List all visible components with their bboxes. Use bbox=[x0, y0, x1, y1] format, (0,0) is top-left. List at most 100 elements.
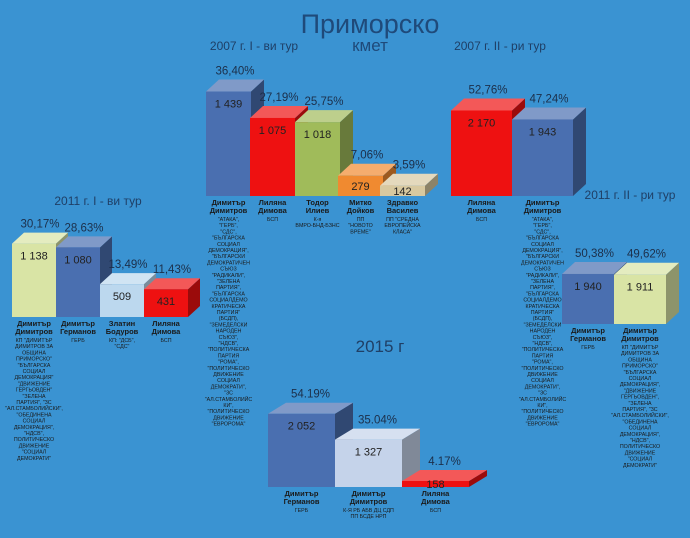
bar-percent-label: 4.17% bbox=[428, 456, 461, 468]
candidate-party: БСП bbox=[267, 217, 278, 223]
bar-percent-label: 13,49% bbox=[108, 259, 147, 271]
candidate-party: ГЕРБ bbox=[295, 508, 309, 514]
candidate-name: Димитър Димитров bbox=[15, 319, 53, 336]
page-title: Приморско bbox=[301, 9, 440, 39]
bar-top bbox=[335, 428, 420, 440]
bar-value-label: 509 bbox=[113, 291, 131, 303]
candidate-name: Димитър Германов bbox=[60, 319, 96, 336]
candidate-name: Лиляна Димова bbox=[258, 198, 287, 215]
bar bbox=[614, 274, 666, 324]
bar-percent-label: 11,43% bbox=[153, 264, 191, 276]
bar-value-label: 1 940 bbox=[574, 281, 602, 293]
bar bbox=[250, 117, 295, 196]
candidate-party: БСП bbox=[160, 338, 171, 344]
candidate-party: ПП "НОВОТО ВРЕМЕ" bbox=[348, 217, 372, 235]
bar bbox=[338, 175, 383, 196]
bar-top bbox=[250, 105, 308, 118]
bar-side bbox=[469, 470, 487, 487]
candidate-party: КП: "ДСБ", "СДС" bbox=[109, 338, 135, 350]
bar-percent-label: 25,75% bbox=[304, 96, 343, 108]
bar-percent-label: 30,17% bbox=[20, 219, 59, 231]
candidate-name: Димитър Германов bbox=[570, 326, 606, 343]
candidate-name: Димитър Димитров bbox=[524, 198, 562, 215]
candidate-name: Димитър Германов bbox=[284, 489, 320, 506]
bar-value-label: 1 018 bbox=[304, 129, 332, 141]
bar-percent-label: 28,63% bbox=[64, 222, 103, 234]
bar bbox=[144, 289, 188, 317]
bar bbox=[206, 91, 251, 196]
bar-percent-label: 27,19% bbox=[259, 92, 298, 104]
bar bbox=[562, 273, 614, 324]
candidate-party: К-Я РБ АБВ ДЦ СДП ПП БСДЕ НРП bbox=[343, 508, 394, 520]
candidate-name: Димитър Димитров bbox=[621, 326, 659, 343]
candidate-party: КП "ДИМИТЪР ДИМИТРОВ ЗА ОБЩИНА ПРИМОРСКО" "Б… bbox=[5, 338, 63, 462]
bar bbox=[335, 439, 402, 487]
bar-value-label: 279 bbox=[351, 181, 369, 193]
bar bbox=[295, 122, 340, 196]
candidate-party: КП "ДИМИТЪР ДИМИТРОВ ЗА ОБЩИНА ПРИМОРСКО" "Б… bbox=[611, 345, 669, 469]
candidate-name: Димитър Димитров bbox=[210, 198, 248, 215]
bar-value-label: 1 138 bbox=[20, 251, 48, 263]
bar-value-label: 431 bbox=[157, 296, 175, 308]
chart-title-secondary: 2011 г. II - ри тур bbox=[585, 188, 676, 202]
bar-top bbox=[56, 236, 112, 248]
bar-top bbox=[380, 173, 438, 186]
bar-top bbox=[100, 273, 156, 285]
candidate-party: "АТАКА", "ГЕРБ", "СДС", "БЪЛГАРСКА СОЦИАЛ ДЕМ… bbox=[205, 217, 253, 428]
page-subtitle: кмет bbox=[352, 36, 388, 55]
bar-value-label: 1 327 bbox=[355, 447, 383, 459]
bar-top bbox=[268, 402, 353, 414]
bar-top bbox=[144, 278, 200, 290]
bar-top bbox=[338, 163, 396, 176]
candidate-party: ГЕРБ bbox=[581, 345, 595, 351]
candidate-party: "АТАКА", "ГЕРБ", "СДС", "БЪЛГАРСКА СОЦИАЛ ДЕМ… bbox=[519, 217, 567, 428]
bar bbox=[451, 110, 512, 196]
candidate-name: Митко Дойков bbox=[347, 198, 375, 215]
candidate-name: Димитър Димитров bbox=[350, 489, 388, 506]
bar-top bbox=[402, 470, 487, 481]
bar-percent-label: 36,40% bbox=[215, 66, 254, 78]
candidate-party: ПП "СРЕДНА ЕВРОПЕЙСКА КЛАСА" bbox=[384, 217, 421, 235]
bar-percent-label: 7,06% bbox=[351, 150, 384, 162]
bar bbox=[512, 119, 573, 196]
bar-top bbox=[12, 232, 68, 244]
chart-title: 2007 г. II - ри тур bbox=[454, 39, 546, 53]
bar-top bbox=[562, 261, 627, 274]
bar-percent-label: 54.19% bbox=[291, 389, 330, 401]
bar-side bbox=[666, 262, 679, 324]
bar-top bbox=[614, 262, 679, 275]
bar-value-label: 1 943 bbox=[529, 126, 557, 138]
bar-value-label: 2 052 bbox=[288, 421, 316, 433]
bar-value-label: 1 075 bbox=[259, 125, 287, 137]
bar bbox=[12, 243, 56, 317]
bar bbox=[56, 247, 100, 317]
bar-percent-label: 35.04% bbox=[358, 415, 397, 427]
candidate-name: Лиляна Димова bbox=[421, 489, 450, 506]
bar-top bbox=[512, 107, 586, 120]
bar-value-label: 1 911 bbox=[627, 282, 654, 294]
bar bbox=[100, 284, 144, 317]
bar-value-label: 2 170 bbox=[468, 118, 496, 130]
bar-percent-label: 52,76% bbox=[468, 85, 507, 97]
candidate-name: Лиляна Димова bbox=[152, 319, 181, 336]
bar-side bbox=[188, 278, 200, 317]
bar-percent-label: 3,59% bbox=[393, 160, 426, 172]
bar-top bbox=[295, 110, 353, 123]
candidate-party: БСП bbox=[476, 217, 487, 223]
bar bbox=[380, 185, 425, 196]
candidate-name: Лиляна Димова bbox=[467, 198, 496, 215]
bar bbox=[402, 481, 469, 487]
bar-value-label: 158 bbox=[426, 479, 444, 491]
bar-value-label: 142 bbox=[393, 186, 411, 198]
candidate-name: Здравко Василев bbox=[387, 198, 419, 215]
bar-percent-label: 50,38% bbox=[575, 248, 614, 260]
chart-title: 2007 г. I - ви тур bbox=[210, 39, 299, 53]
candidate-name: Тодор Илиев bbox=[306, 198, 330, 215]
bar bbox=[268, 413, 335, 487]
bar-side bbox=[402, 428, 420, 487]
chart-title: 2011 г. I - ви тур bbox=[54, 194, 142, 208]
bar-value-label: 1 439 bbox=[215, 99, 243, 111]
candidate-name: Златин Бодуров bbox=[106, 319, 139, 336]
bar-value-label: 1 080 bbox=[64, 254, 92, 266]
